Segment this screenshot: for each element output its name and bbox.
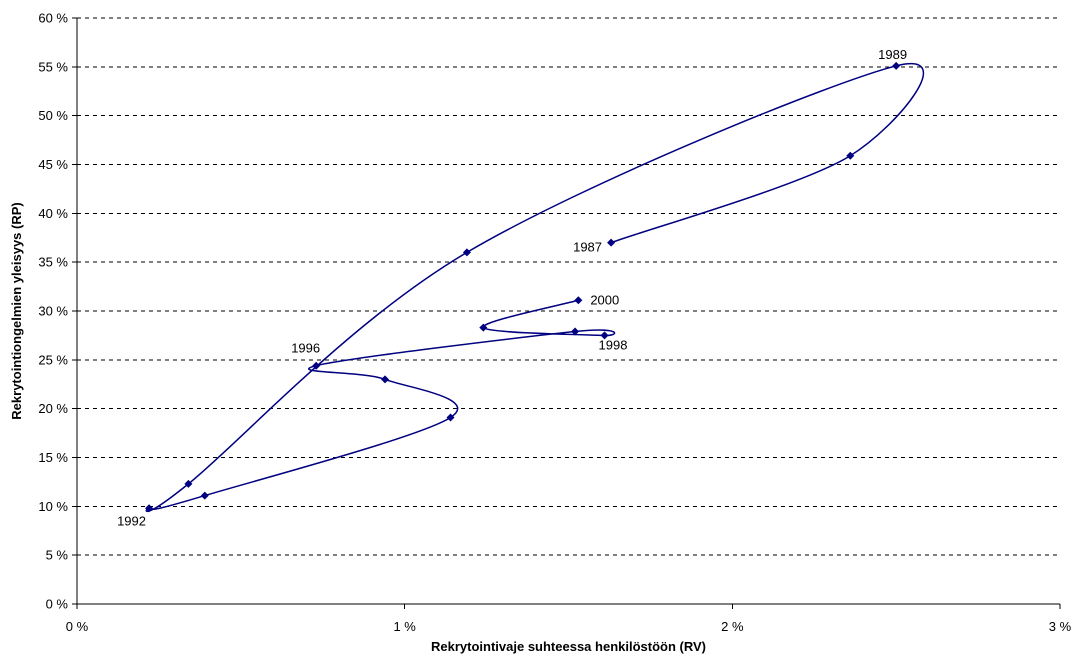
series-line xyxy=(145,63,924,513)
data-point-1989 xyxy=(892,61,901,70)
y-tick-label: 30 % xyxy=(38,304,68,319)
data-points xyxy=(145,61,901,513)
data-point-1996 xyxy=(312,361,321,370)
point-label-1998: 1998 xyxy=(599,337,628,352)
y-tick-label: 5 % xyxy=(46,548,69,563)
axes xyxy=(72,17,1061,609)
y-tick-label: 45 % xyxy=(38,157,68,172)
x-tick-label: 2 % xyxy=(721,619,744,634)
y-tick-label: 55 % xyxy=(38,59,68,74)
point-label-1996: 1996 xyxy=(291,341,320,356)
y-tick-label: 25 % xyxy=(38,352,68,367)
grid-lines xyxy=(77,17,1060,556)
y-tick-label: 40 % xyxy=(38,206,68,221)
data-point-1995 xyxy=(381,375,390,384)
point-label-1992: 1992 xyxy=(117,513,146,528)
data-point-1993 xyxy=(200,491,209,500)
point-label-1989: 1989 xyxy=(878,47,907,62)
data-point-1998 xyxy=(600,331,609,340)
data-point-1994 xyxy=(446,413,455,422)
point-label-1987: 1987 xyxy=(573,240,602,255)
data-point-1999 xyxy=(479,323,488,332)
data-point-1987 xyxy=(607,238,616,247)
data-point-2000 xyxy=(574,296,583,305)
data-point-1992 xyxy=(145,504,154,513)
y-tick-label: 50 % xyxy=(38,108,68,123)
y-tick-label: 20 % xyxy=(38,401,68,416)
data-point-1988 xyxy=(846,151,855,160)
data-point-1997 xyxy=(571,327,580,336)
y-tick-label: 35 % xyxy=(38,255,68,270)
y-tick-label: 10 % xyxy=(38,499,68,514)
x-tick-labels: 0 % 1 % 2 % 3 % xyxy=(66,619,1072,634)
x-axis-title: Rekrytointivaje suhteessa henkilöstöön (… xyxy=(431,639,706,654)
y-tick-labels: 0 % 5 % 10 % 15 % 20 % 25 % 30 % 35 % 40 % 45 % 50… xyxy=(38,11,68,612)
x-tick-label: 1 % xyxy=(393,619,416,634)
y-tick-label: 60 % xyxy=(38,11,68,26)
data-point-1990 xyxy=(462,248,471,257)
point-labels: 1987 1989 1992 1996 1998 2000 xyxy=(117,47,907,528)
y-tick-label: 15 % xyxy=(38,450,68,465)
x-tick-label: 0 % xyxy=(66,619,89,634)
y-axis-title: Rekrytointiongelmien yleisyys (RP) xyxy=(9,202,24,419)
point-label-2000: 2000 xyxy=(590,292,619,307)
y-tick-label: 0 % xyxy=(46,597,69,612)
data-point-1991 xyxy=(184,479,193,488)
x-tick-label: 3 % xyxy=(1049,619,1072,634)
